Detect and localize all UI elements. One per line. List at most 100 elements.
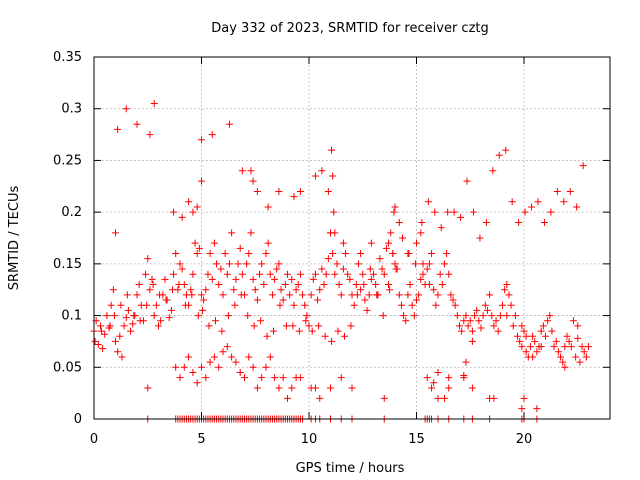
data-point xyxy=(565,337,573,345)
data-point xyxy=(219,291,227,299)
data-point xyxy=(460,317,468,325)
data-point xyxy=(218,327,226,335)
data-point xyxy=(386,286,394,294)
data-point xyxy=(576,358,584,366)
data-point xyxy=(334,327,342,335)
data-point xyxy=(423,374,431,382)
data-point xyxy=(505,291,513,299)
data-point xyxy=(431,208,439,216)
axis-ticks xyxy=(93,56,610,420)
data-point xyxy=(210,353,218,361)
data-point xyxy=(522,348,530,356)
data-point xyxy=(247,167,255,175)
data-point xyxy=(533,405,541,413)
data-point xyxy=(101,330,109,338)
data-point xyxy=(333,260,341,268)
data-point xyxy=(142,270,150,278)
data-point xyxy=(436,270,444,278)
data-point xyxy=(296,374,304,382)
data-point xyxy=(314,296,322,304)
data-point xyxy=(413,296,420,304)
data-point xyxy=(566,187,574,195)
data-point xyxy=(206,358,214,366)
data-point xyxy=(563,332,571,340)
data-point xyxy=(181,301,189,309)
data-point xyxy=(225,260,233,268)
data-point xyxy=(367,239,375,247)
data-point xyxy=(488,312,496,320)
data-point xyxy=(546,312,554,320)
data-point xyxy=(428,250,436,258)
data-point xyxy=(379,312,387,320)
data-point xyxy=(559,358,567,366)
data-point xyxy=(572,353,580,361)
data-point xyxy=(275,187,283,195)
data-point xyxy=(425,281,433,289)
data-point xyxy=(202,374,210,382)
data-point xyxy=(387,229,395,237)
data-point xyxy=(432,301,440,309)
data-point xyxy=(440,394,448,402)
data-point xyxy=(266,270,274,278)
data-point xyxy=(162,296,170,304)
data-point xyxy=(122,314,130,322)
data-point xyxy=(561,343,569,351)
data-point xyxy=(250,322,258,330)
data-point xyxy=(275,384,283,392)
data-point xyxy=(91,337,99,345)
data-point xyxy=(337,374,345,382)
data-point xyxy=(329,172,337,180)
data-point xyxy=(548,327,556,335)
data-point xyxy=(502,146,510,154)
data-point xyxy=(238,270,246,278)
data-point xyxy=(359,270,367,278)
data-point xyxy=(367,275,375,283)
data-point xyxy=(245,250,253,258)
data-point xyxy=(211,317,219,325)
data-point xyxy=(303,312,311,320)
data-point xyxy=(408,301,416,309)
data-point xyxy=(225,120,233,128)
data-point xyxy=(237,291,245,299)
data-point xyxy=(392,265,400,273)
data-point xyxy=(117,301,125,309)
data-point xyxy=(270,327,278,335)
data-point xyxy=(249,177,257,185)
data-point xyxy=(473,306,481,314)
data-point xyxy=(324,187,332,195)
data-point xyxy=(238,167,246,175)
data-point xyxy=(187,286,195,294)
data-point xyxy=(537,343,545,351)
data-point xyxy=(462,358,470,366)
data-point xyxy=(107,301,115,309)
data-point xyxy=(180,363,188,371)
x-tick-label: 0 xyxy=(90,432,98,447)
data-point xyxy=(305,322,313,330)
data-point xyxy=(434,368,442,376)
data-point xyxy=(539,322,547,330)
y-tick-label: 0 xyxy=(74,412,82,427)
data-point xyxy=(193,203,201,211)
data-point xyxy=(120,322,128,330)
data-point xyxy=(294,281,302,289)
data-point xyxy=(353,291,361,299)
x-tick-label: 10 xyxy=(301,432,318,447)
data-point xyxy=(198,136,205,144)
data-point xyxy=(311,270,319,278)
data-point xyxy=(251,286,259,294)
data-point xyxy=(477,324,485,332)
data-point xyxy=(399,234,407,242)
data-point xyxy=(434,394,442,402)
data-point xyxy=(223,270,231,278)
data-point xyxy=(366,265,374,273)
data-point xyxy=(451,301,459,309)
data-point xyxy=(200,296,208,304)
data-point xyxy=(582,353,590,361)
data-point xyxy=(479,312,487,320)
y-tick-label: 0.2 xyxy=(61,205,82,220)
data-point xyxy=(309,275,317,283)
data-point xyxy=(569,317,577,325)
data-point xyxy=(123,291,131,299)
data-point xyxy=(365,291,373,299)
data-point xyxy=(490,322,498,330)
